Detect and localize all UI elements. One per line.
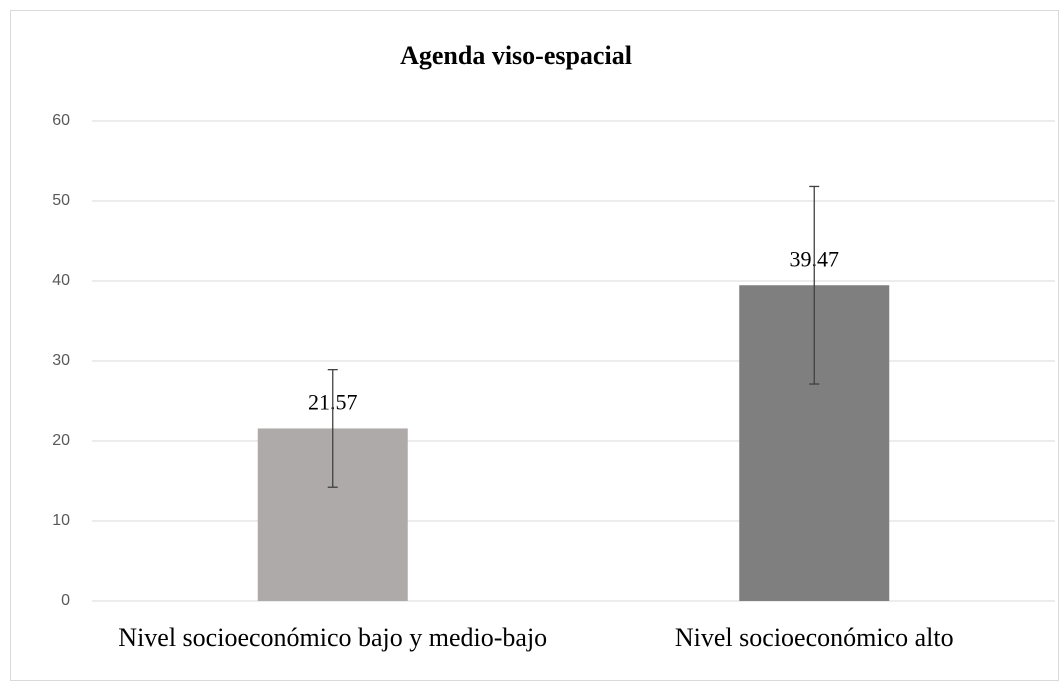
y-tick-label: 30 (52, 352, 70, 369)
y-tick-label: 40 (52, 272, 70, 289)
y-tick-label: 60 (52, 112, 70, 129)
y-tick-label: 20 (52, 432, 70, 449)
y-tick-label: 10 (52, 512, 70, 529)
error-bar (809, 185, 820, 385)
chart-title: Agenda viso-espacial (400, 41, 632, 70)
x-tick-label: Nivel socioeconómico bajo y medio-bajo (118, 623, 547, 652)
error-bar (327, 368, 338, 488)
chart-border (10, 10, 1059, 681)
y-tick-label: 0 (61, 592, 70, 609)
x-tick-label: Nivel socioeconómico alto (675, 623, 954, 652)
y-tick-label: 50 (52, 192, 70, 209)
